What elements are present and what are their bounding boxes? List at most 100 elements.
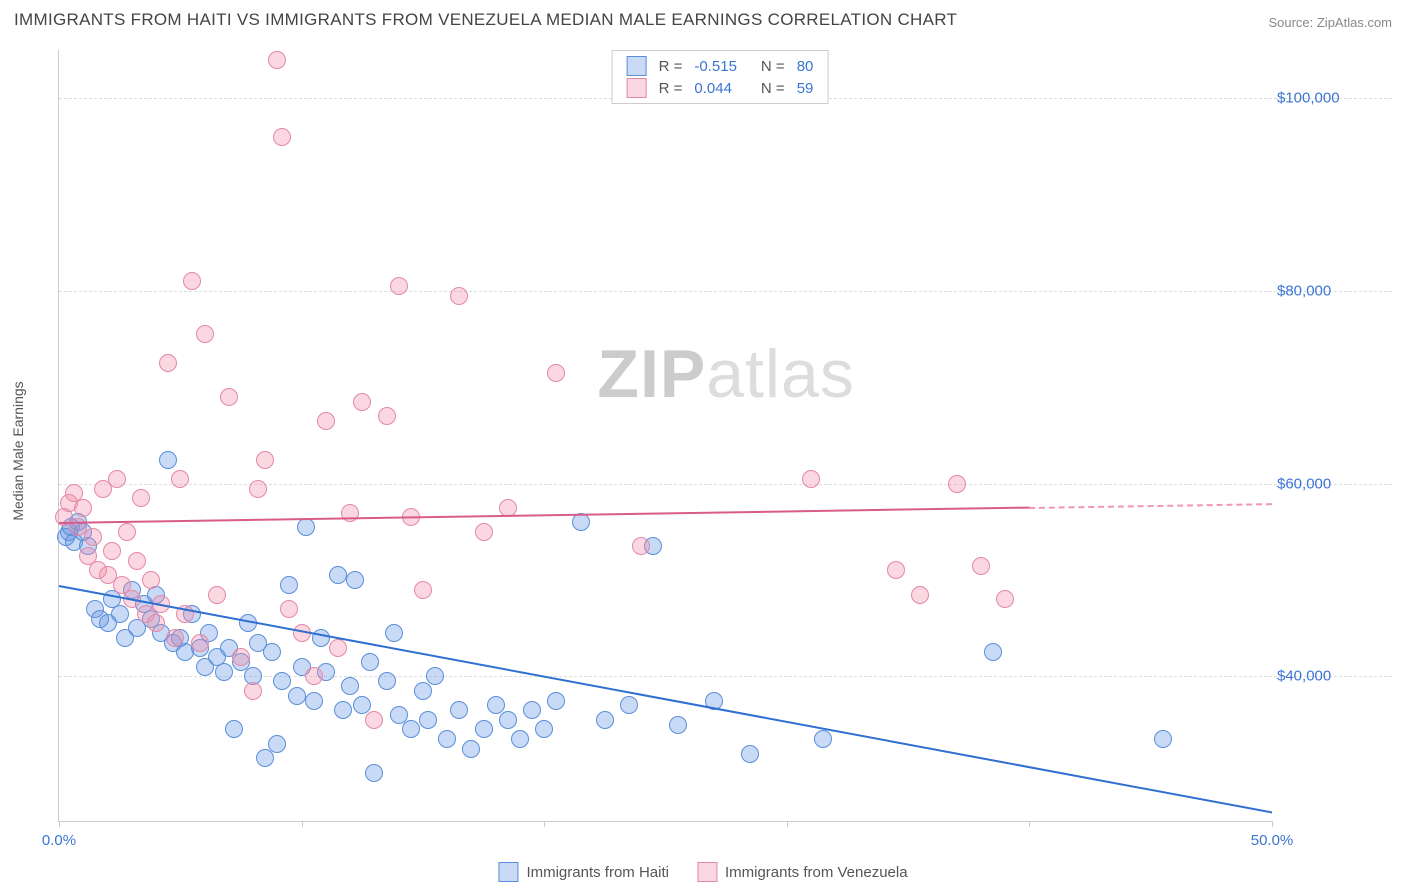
scatter-point [948,475,966,493]
scatter-point [814,730,832,748]
scatter-point [1154,730,1172,748]
scatter-point [669,716,687,734]
scatter-point [329,566,347,584]
scatter-point [419,711,437,729]
scatter-point [365,764,383,782]
scatter-point [329,639,347,657]
bottom-legend: Immigrants from Haiti Immigrants from Ven… [498,862,907,882]
trend-line [59,585,1272,813]
scatter-point [317,412,335,430]
scatter-point [346,571,364,589]
scatter-point [108,470,126,488]
scatter-point [911,586,929,604]
scatter-point [390,277,408,295]
scatter-point [225,720,243,738]
scatter-point [111,605,129,623]
scatter-point [402,720,420,738]
scatter-point [128,552,146,570]
scatter-point [972,557,990,575]
scatter-point [280,600,298,618]
chart-title: IMMIGRANTS FROM HAITI VS IMMIGRANTS FROM… [14,10,957,30]
scatter-point [249,480,267,498]
scatter-point [103,542,121,560]
legend-label: Immigrants from Venezuela [725,864,908,881]
y-axis-label: Median Male Earnings [10,381,26,520]
x-tick-label: 0.0% [42,832,76,849]
x-tick [1272,821,1273,827]
scatter-point [166,629,184,647]
scatter-point [183,272,201,290]
scatter-point [572,513,590,531]
scatter-point [312,629,330,647]
scatter-point [256,749,274,767]
scatter-point [268,51,286,69]
scatter-point [741,745,759,763]
legend-swatch [697,862,717,882]
scatter-point [142,571,160,589]
x-tick [544,821,545,827]
scatter-point [159,354,177,372]
scatter-point [297,518,315,536]
scatter-point [263,643,281,661]
legend-item: Immigrants from Haiti [498,862,669,882]
scatter-point [220,388,238,406]
scatter-point [414,581,432,599]
scatter-point [305,692,323,710]
y-tick-label: $80,000 [1277,282,1387,299]
watermark: ZIPatlas [597,335,854,413]
scatter-point [475,523,493,541]
trend-line [1029,503,1272,509]
x-tick-label: 50.0% [1251,832,1294,849]
scatter-point [215,663,233,681]
scatter-point [426,667,444,685]
y-tick-label: $60,000 [1277,475,1387,492]
scatter-point [273,128,291,146]
scatter-point [547,692,565,710]
y-tick-label: $100,000 [1277,90,1387,107]
scatter-point [365,711,383,729]
x-tick [302,821,303,827]
legend-label: Immigrants from Haiti [526,864,669,881]
scatter-point [378,407,396,425]
scatter-point [288,687,306,705]
scatter-point [499,711,517,729]
scatter-point [511,730,529,748]
scatter-point [475,720,493,738]
scatter-point [196,325,214,343]
legend-stat-row: R =0.044N =59 [621,77,820,99]
scatter-point [361,653,379,671]
scatter-point [232,648,250,666]
scatter-point [132,489,150,507]
legend-swatch [498,862,518,882]
x-tick [1029,821,1030,827]
scatter-point [450,287,468,305]
scatter-point [171,470,189,488]
scatter-point [334,701,352,719]
source-label: Source: ZipAtlas.com [1268,15,1392,30]
scatter-point [118,523,136,541]
scatter-point [305,667,323,685]
scatter-point [438,730,456,748]
scatter-point [159,451,177,469]
scatter-point [996,590,1014,608]
scatter-point [547,364,565,382]
scatter-point [462,740,480,758]
scatter-point [620,696,638,714]
scatter-point [887,561,905,579]
scatter-point [208,586,226,604]
scatter-point [984,643,1002,661]
scatter-point [84,528,102,546]
grid-line [59,291,1392,292]
scatter-point [450,701,468,719]
scatter-point [244,682,262,700]
scatter-point [74,499,92,517]
scatter-point [341,677,359,695]
scatter-point [632,537,650,555]
y-tick-label: $40,000 [1277,668,1387,685]
scatter-point [280,576,298,594]
scatter-point [535,720,553,738]
scatter-point [191,634,209,652]
scatter-point [596,711,614,729]
scatter-point [414,682,432,700]
legend-stat-row: R =-0.515N =80 [621,55,820,77]
